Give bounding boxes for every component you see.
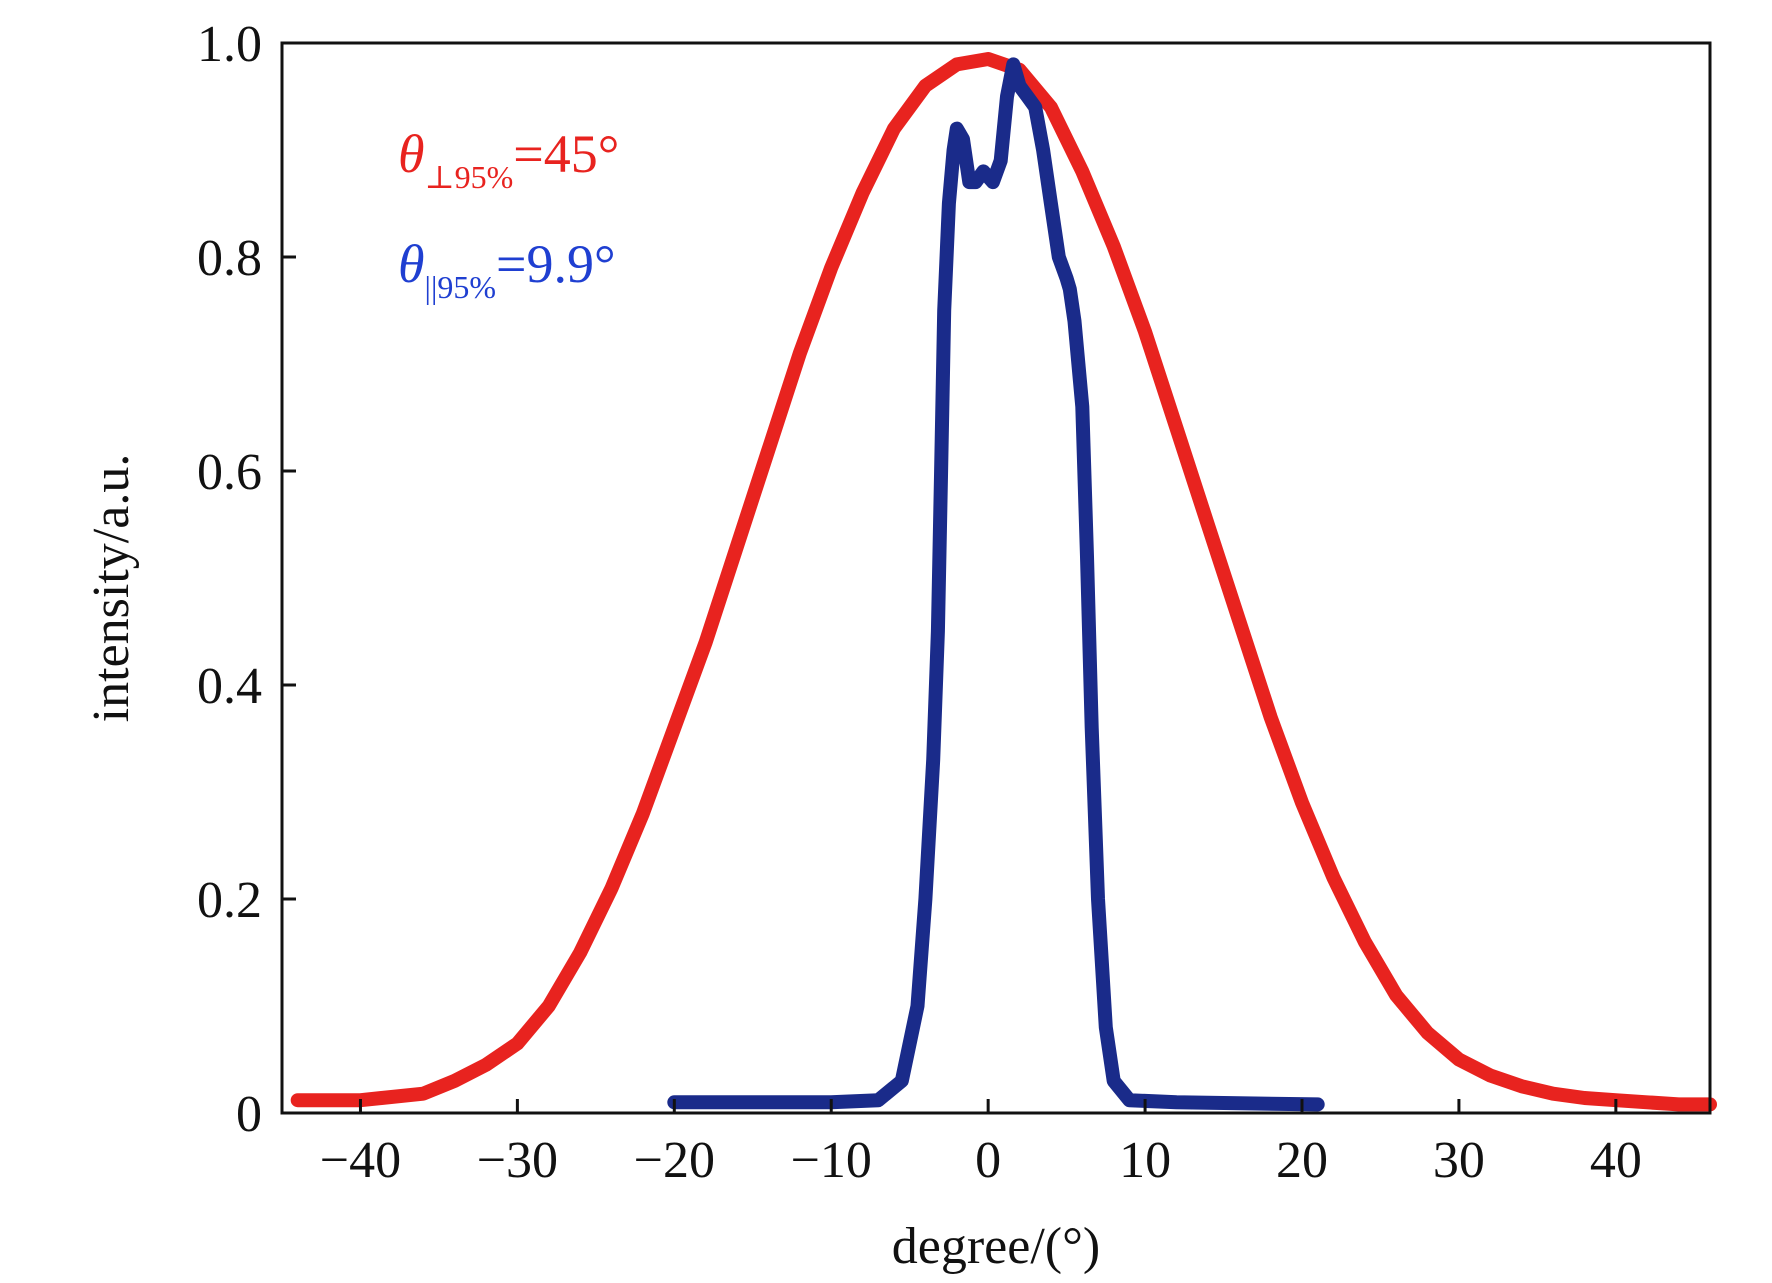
x-tick-label: 20 bbox=[1276, 1132, 1328, 1189]
ticks-layer: −40 −30 −20 −10 0 10 20 30 40 0 0.2 0.4 0.6 0.8 1.0 bbox=[197, 16, 1642, 1189]
y-tick-label: 0 bbox=[236, 1086, 262, 1143]
series-layer bbox=[290, 52, 1717, 1112]
annotation-layer: θ⊥95%=45° θ||95%=9.9° bbox=[398, 124, 619, 305]
x-tick-label: 40 bbox=[1590, 1132, 1642, 1189]
x-axis-title: degree/(°) bbox=[892, 1218, 1100, 1275]
angle-annotation-1: θ⊥95%=45° bbox=[398, 124, 619, 195]
x-tick-label: −30 bbox=[477, 1132, 558, 1189]
plot-frame bbox=[280, 41, 1712, 1115]
series-line-2 bbox=[667, 57, 1325, 1112]
series-line-1 bbox=[290, 52, 1717, 1112]
x-tick-label: −40 bbox=[320, 1132, 401, 1189]
x-tick-label: −10 bbox=[791, 1132, 872, 1189]
x-tick-label: 10 bbox=[1119, 1132, 1171, 1189]
y-axis-title: intensity/a.u. bbox=[83, 454, 140, 723]
y-tick-label: 0.2 bbox=[197, 872, 262, 929]
angle-annotation-2: θ||95%=9.9° bbox=[398, 234, 616, 305]
y-tick-label: 0.6 bbox=[197, 444, 262, 501]
y-tick-label: 0.4 bbox=[197, 658, 262, 715]
y-tick-label: 1.0 bbox=[197, 16, 262, 73]
y-tick-label: 0.8 bbox=[197, 230, 262, 287]
x-tick-label: 0 bbox=[975, 1132, 1001, 1189]
x-tick-label: −20 bbox=[634, 1132, 715, 1189]
x-tick-label: 30 bbox=[1433, 1132, 1485, 1189]
